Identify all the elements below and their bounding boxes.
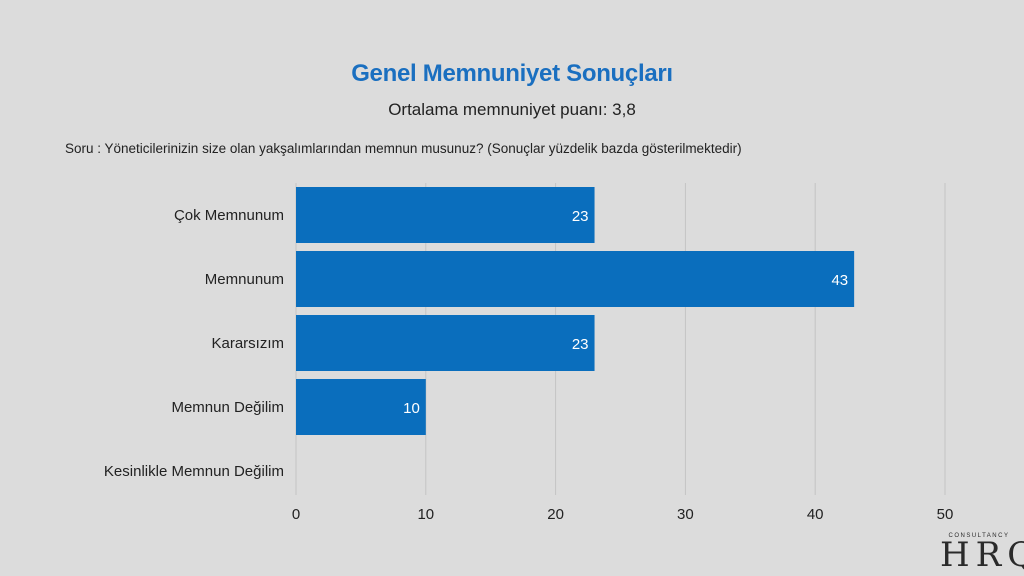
company-logo: HRQ CONSULTANCY [940, 526, 1024, 575]
bar [296, 187, 595, 243]
x-tick-label: 40 [807, 506, 824, 523]
x-tick-label: 20 [547, 506, 564, 523]
x-tick-label: 30 [677, 506, 694, 523]
data-label: 10 [403, 400, 420, 417]
y-category-label: Memnunum [205, 271, 284, 288]
x-tick-label: 0 [292, 506, 300, 523]
bar [296, 251, 855, 307]
x-tick-label: 50 [937, 506, 954, 523]
data-label: 43 [831, 272, 848, 289]
logo-letters: HRQ [940, 535, 1024, 575]
y-category-label: Kararsızım [211, 335, 284, 352]
chart-subtitle: Ortalama memnuniyet puanı: 3,8 [388, 100, 636, 119]
bar [296, 379, 426, 435]
bar [296, 315, 595, 371]
logo-subtitle: CONSULTANCY [940, 533, 1018, 539]
survey-question: Soru : Yöneticilerinizin size olan yakşa… [65, 141, 742, 156]
y-category-label: Kesinlikle Memnun Değilim [104, 463, 284, 480]
y-category-label: Çok Memnunum [174, 207, 284, 224]
data-label: 23 [572, 208, 589, 225]
chart-title: Genel Memnuniyet Sonuçları [351, 60, 673, 87]
data-label: 23 [572, 336, 589, 353]
y-category-label: Memnun Değilim [171, 399, 284, 416]
x-tick-label: 10 [417, 506, 434, 523]
